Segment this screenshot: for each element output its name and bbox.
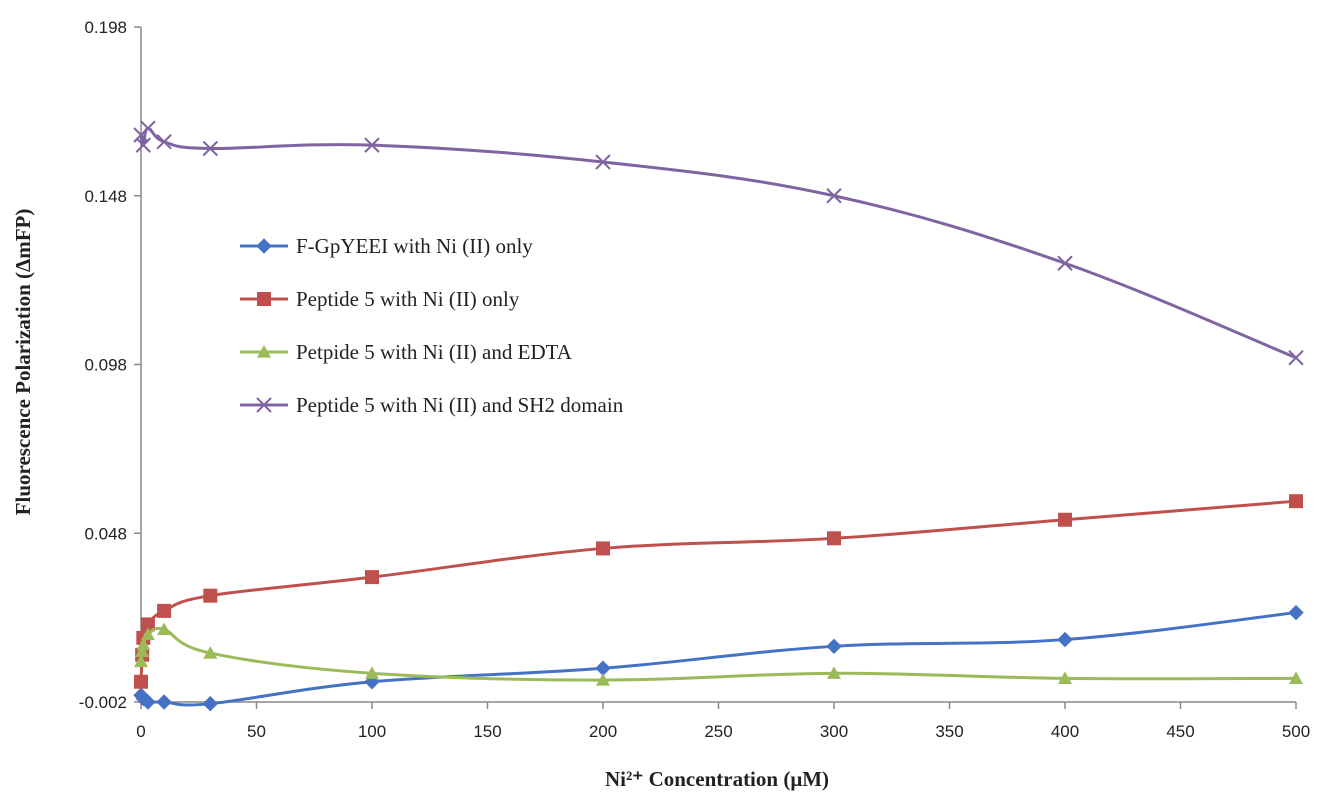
x-tick-label: 400 — [1051, 722, 1079, 741]
y-axis-title: Fluorescence Polarization (ΔmFP) — [11, 209, 35, 516]
y-tick-label: -0.002 — [79, 693, 127, 712]
legend-entry: Peptide 5 with Ni (II) only — [240, 287, 520, 311]
data-point — [1058, 512, 1072, 527]
data-point — [826, 188, 842, 204]
data-point — [140, 120, 156, 136]
data-point — [136, 637, 151, 651]
y-tick-label: 0.048 — [84, 524, 127, 543]
data-point — [202, 140, 219, 157]
legend-marker — [257, 292, 271, 306]
x-tick-label: 350 — [935, 722, 963, 741]
x-tick-label: 200 — [589, 722, 617, 741]
data-point — [596, 673, 610, 686]
data-point — [140, 617, 155, 632]
x-tick-label: 150 — [473, 722, 501, 741]
y-tick-label: 0.198 — [84, 18, 127, 37]
legend-marker — [256, 397, 272, 413]
data-point — [156, 134, 172, 150]
y-tick-label: 0.098 — [84, 356, 127, 375]
x-tick-label: 450 — [1166, 722, 1194, 741]
data-point — [157, 603, 172, 618]
data-point — [365, 666, 379, 679]
data-point — [202, 695, 219, 712]
data-point — [364, 137, 380, 153]
data-point — [140, 627, 155, 641]
x-tick-label: 300 — [820, 722, 848, 741]
x-tick-label: 0 — [136, 722, 145, 741]
data-point — [156, 694, 172, 710]
data-point — [203, 588, 218, 603]
series-peptide5-sh2 — [133, 120, 1304, 366]
series-peptide5-edta — [134, 622, 1303, 686]
data-point — [135, 137, 152, 153]
x-axis-title: Ni²⁺ Concentration (μM) — [605, 767, 829, 791]
series-line — [139, 626, 1297, 682]
chart-axes: -0.002 0.048 0.098 0.148 0.198 0 50 100 150 200 25… — [79, 18, 1310, 741]
data-point — [826, 638, 842, 655]
legend-label: Peptide 5 with Ni (II) and SH2 domain — [296, 393, 624, 417]
series-line — [139, 499, 1297, 682]
legend-label: Petpide 5 with Ni (II) and EDTA — [296, 340, 573, 364]
series-fgpyeei — [133, 604, 1304, 712]
chart-legend: F-GpYEEI with Ni (II) only Peptide 5 with… — [240, 234, 624, 417]
legend-label: F-GpYEEI with Ni (II) only — [296, 234, 533, 258]
chart-series-layer — [133, 120, 1304, 712]
data-point — [134, 674, 148, 689]
data-point — [596, 541, 610, 556]
data-point — [134, 654, 148, 668]
legend-marker — [256, 238, 272, 254]
data-point — [140, 694, 156, 710]
data-point — [1058, 671, 1072, 684]
data-point — [135, 644, 150, 657]
data-point — [157, 622, 172, 636]
legend-entry: Petpide 5 with Ni (II) and EDTA — [240, 340, 573, 364]
legend-label: Peptide 5 with Ni (II) only — [296, 287, 520, 311]
x-tick-label: 500 — [1282, 722, 1310, 741]
y-tick-label: 0.148 — [84, 187, 127, 206]
data-point — [1288, 604, 1304, 621]
x-tick-label: 50 — [247, 722, 266, 741]
data-point — [1289, 671, 1303, 684]
data-point — [1057, 631, 1073, 648]
x-tick-label: 250 — [704, 722, 732, 741]
data-point — [1289, 494, 1303, 509]
data-point — [365, 570, 379, 585]
legend-entry: Peptide 5 with Ni (II) and SH2 domain — [240, 393, 624, 417]
series-line — [139, 611, 1297, 707]
data-point — [203, 646, 218, 659]
series-peptide5-ni — [134, 494, 1303, 689]
data-point — [595, 154, 611, 170]
x-tick-label: 100 — [358, 722, 386, 741]
data-point — [1288, 350, 1304, 366]
legend-entry: F-GpYEEI with Ni (II) only — [240, 234, 533, 258]
data-point — [827, 531, 841, 546]
data-point — [1057, 255, 1073, 271]
legend-marker — [257, 345, 271, 358]
data-point — [827, 666, 841, 679]
